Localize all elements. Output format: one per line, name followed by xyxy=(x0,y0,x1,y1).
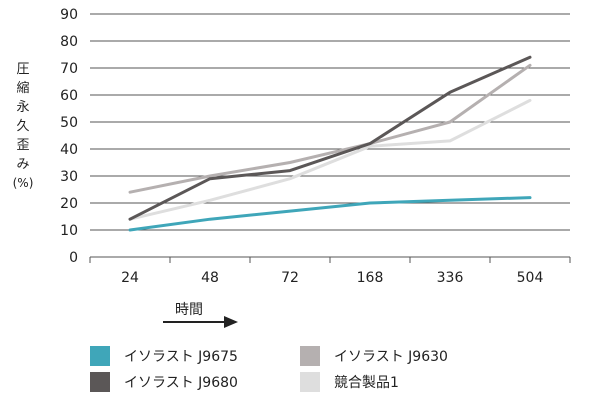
y-axis-label-char: み xyxy=(16,157,30,172)
legend-swatch xyxy=(90,346,110,366)
y-axis-label-char: 永 xyxy=(16,100,30,115)
x-tick-label: 504 xyxy=(517,270,544,286)
y-tick-label: 40 xyxy=(60,142,78,158)
x-tick-label: 24 xyxy=(121,270,139,286)
legend-swatch xyxy=(300,372,320,392)
series-line xyxy=(128,98,532,221)
legend-swatch xyxy=(300,346,320,366)
legend-item-j9680: イソラスト J9680 xyxy=(90,372,238,392)
y-tick-label: 0 xyxy=(69,250,78,266)
legend-label: 競合製品1 xyxy=(334,375,399,391)
line-chart: 0 10 20 30 40 50 60 70 80 90 24 48 72 168 336 504 時間 xyxy=(60,7,571,328)
y-tick-label: 80 xyxy=(60,34,78,50)
y-tick-label: 20 xyxy=(60,196,78,212)
y-tick-label: 90 xyxy=(60,7,78,23)
y-axis-label-char: 歪 xyxy=(16,138,30,153)
series-line xyxy=(128,55,532,221)
legend-item-comp1: 競合製品1 xyxy=(300,372,399,392)
series-line xyxy=(128,63,532,194)
y-tick-label: 10 xyxy=(60,223,78,239)
x-tick-label: 72 xyxy=(281,270,299,286)
x-axis-arrow-head xyxy=(224,316,238,328)
legend-swatch xyxy=(90,372,110,392)
y-axis-label-char: 久 xyxy=(16,119,30,134)
y-tick-label: 30 xyxy=(60,169,78,185)
y-tick-label: 50 xyxy=(60,115,78,131)
x-axis-label: 時間 xyxy=(175,302,203,318)
x-tick-label: 48 xyxy=(201,270,219,286)
y-tick-label: 60 xyxy=(60,88,78,104)
y-axis-unit: (%) xyxy=(12,176,34,190)
legend-label: イソラスト J9630 xyxy=(334,349,448,365)
legend-label: イソラスト J9675 xyxy=(124,349,238,365)
chart-legend: イソラスト J9675 イソラスト J9630 イソラスト J9680 競合製品… xyxy=(60,346,580,396)
x-tick-label: 336 xyxy=(437,270,464,286)
y-tick-label: 70 xyxy=(60,61,78,77)
legend-label: イソラスト J9680 xyxy=(124,375,238,391)
y-axis-label-char: 圧 xyxy=(16,62,30,77)
legend-item-j9675: イソラスト J9675 xyxy=(90,346,238,366)
y-axis-label: 圧 縮 永 久 歪 み (%) xyxy=(12,60,34,193)
legend-item-j9630: イソラスト J9630 xyxy=(300,346,448,366)
series-line xyxy=(128,196,532,232)
y-axis-label-char: 縮 xyxy=(16,81,30,96)
x-tick-label: 168 xyxy=(357,270,384,286)
